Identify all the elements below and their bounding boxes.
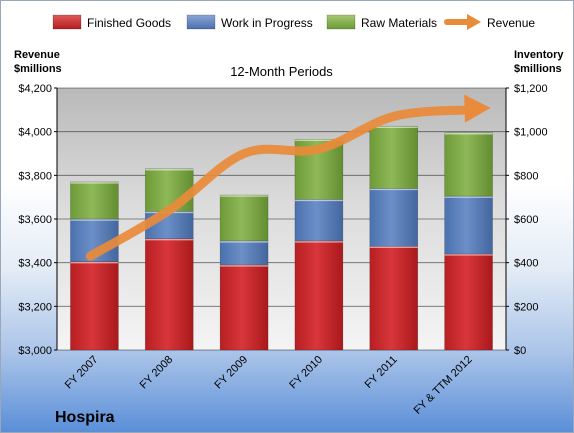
right-tick-label: $1,200 [514, 83, 548, 95]
bar-segment-raw-materials [70, 181, 119, 220]
category-label: FY 2008 [138, 354, 176, 392]
brand-name: Hospira [55, 409, 115, 426]
legend-label: Raw Materials [361, 16, 437, 30]
category-label: FY & TTM 2012 [412, 354, 475, 417]
bar-segment-raw-materials [219, 194, 269, 242]
bar-segment-work-in-progress [219, 240, 269, 266]
bar-segment-finished-goods [444, 253, 493, 351]
bar-segment-raw-materials [444, 132, 493, 197]
bar-segment-work-in-progress [369, 188, 419, 247]
left-tick-label: $4,000 [18, 127, 52, 139]
right-tick-label: $600 [514, 214, 538, 226]
chart-title: 12-Month Periods [230, 64, 333, 79]
bar-segment-work-in-progress [294, 199, 344, 242]
legend-swatch-raw-materials [326, 14, 356, 30]
right-tick-label: $400 [514, 258, 538, 270]
left-axis-title: Revenue $millions [14, 49, 62, 75]
legend: Finished Goods Work in Progress Raw Materi… [52, 14, 535, 30]
left-tick-label: $4,200 [18, 83, 52, 95]
legend-label: Finished Goods [87, 16, 171, 30]
legend-swatch-work-in-progress [186, 14, 216, 30]
bar-segment-finished-goods [369, 245, 419, 351]
bar-segment-finished-goods [144, 238, 194, 351]
category-label: FY 2007 [63, 354, 101, 392]
left-tick-label: $3,000 [18, 345, 52, 357]
left-tick-label: $3,200 [18, 301, 52, 313]
revenue-arrowhead [464, 94, 491, 123]
category-label: FY 2009 [212, 354, 250, 392]
category-label: FY 2010 [287, 354, 325, 392]
legend-label: Revenue [487, 16, 535, 30]
revenue-line [85, 105, 474, 261]
left-tick-label: $3,600 [18, 214, 52, 226]
left-tick-label: $3,400 [18, 258, 52, 270]
legend-arrowhead [467, 14, 481, 30]
left-tick-label: $3,800 [18, 170, 52, 182]
legend-label: Work in Progress [221, 16, 313, 30]
legend-swatch-finished-goods [52, 14, 82, 30]
plot-area [54, 87, 509, 351]
right-tick-label: $200 [514, 301, 538, 313]
bar-segment-finished-goods [219, 264, 269, 351]
right-tick-label: $0 [514, 345, 526, 357]
right-tick-label: $800 [514, 170, 538, 182]
bar-segment-work-in-progress [444, 195, 493, 255]
category-label: FY 2011 [363, 354, 400, 391]
bar-segment-finished-goods [70, 261, 119, 351]
bar-segment-finished-goods [294, 240, 344, 351]
bar-segment-raw-materials [369, 125, 419, 189]
right-axis-title: Inventory $millions [514, 49, 564, 75]
right-tick-label: $1,000 [514, 127, 548, 139]
